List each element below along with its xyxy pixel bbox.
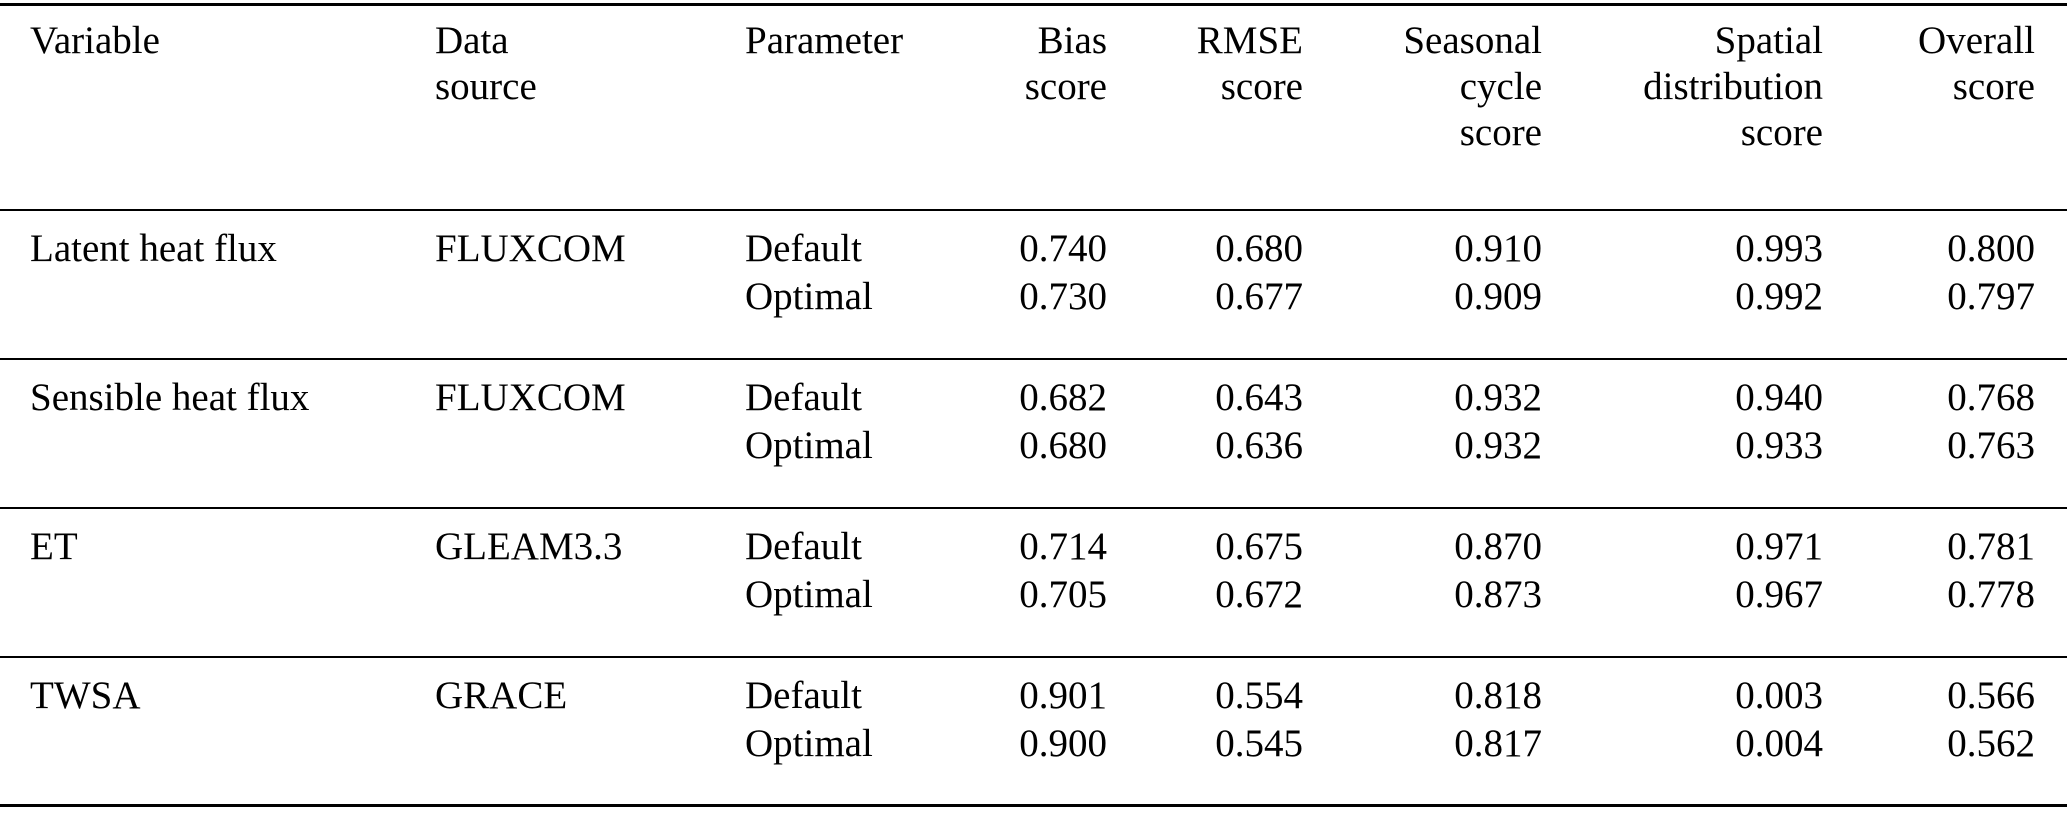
table-row: Optimal 0.705 0.672 0.873 0.967 0.778 [0,571,2067,657]
bias-score-cell: 0.900 [1019,721,1107,765]
parameter-cell: Optimal [745,274,873,318]
table-group-sensible-heat-flux: Sensible heat flux FLUXCOM Default 0.682… [0,359,2067,508]
data-source-cell: GRACE [435,673,568,717]
table-row: Latent heat flux FLUXCOM Default 0.740 0… [0,210,2067,273]
col-header-rmse-score: RMSE score [1196,19,1303,108]
overall-score-cell: 0.781 [1947,524,2035,568]
spatial-distribution-score-cell: 0.992 [1735,274,1823,318]
col-header-seasonal-cycle-score: Seasonal cycle score [1403,19,1542,154]
table-row: TWSA GRACE Default 0.901 0.554 0.818 0.0… [0,657,2067,720]
seasonal-cycle-score-cell: 0.817 [1454,721,1542,765]
parameter-cell: Default [745,673,862,717]
seasonal-cycle-score-cell: 0.932 [1454,423,1542,467]
bias-score-cell: 0.901 [1019,673,1107,717]
table-header: Variable Data source Parameter Bias scor… [0,5,2067,210]
bias-score-cell: 0.682 [1019,375,1107,419]
col-header-overall-score: Overall score [1918,19,2035,108]
seasonal-cycle-score-cell: 0.909 [1454,274,1542,318]
table-row: Optimal 0.730 0.677 0.909 0.992 0.797 [0,273,2067,359]
bias-score-cell: 0.714 [1019,524,1107,568]
overall-score-cell: 0.768 [1947,375,2035,419]
table-group-et: ET GLEAM3.3 Default 0.714 0.675 0.870 0.… [0,508,2067,657]
overall-score-cell: 0.566 [1947,673,2035,717]
parameter-cell: Default [745,375,862,419]
col-header-data-source: Data source [435,19,537,108]
spatial-distribution-score-cell: 0.004 [1735,721,1823,765]
spatial-distribution-score-cell: 0.971 [1735,524,1823,568]
spatial-distribution-score-cell: 0.967 [1735,572,1823,616]
table-row: Optimal 0.680 0.636 0.932 0.933 0.763 [0,422,2067,508]
variable-cell: ET [30,524,78,568]
parameter-cell: Optimal [745,721,873,765]
table-group-latent-heat-flux: Latent heat flux FLUXCOM Default 0.740 0… [0,210,2067,359]
table-row: ET GLEAM3.3 Default 0.714 0.675 0.870 0.… [0,508,2067,571]
spatial-distribution-score-cell: 0.003 [1735,673,1823,717]
spatial-distribution-score-cell: 0.993 [1735,226,1823,270]
bias-score-cell: 0.740 [1019,226,1107,270]
bias-score-cell: 0.730 [1019,274,1107,318]
seasonal-cycle-score-cell: 0.818 [1454,673,1542,717]
overall-score-cell: 0.763 [1947,423,2035,467]
spatial-distribution-score-cell: 0.933 [1735,423,1823,467]
seasonal-cycle-score-cell: 0.910 [1454,226,1542,270]
rmse-score-cell: 0.675 [1215,524,1303,568]
col-header-bias-score: Bias score [1024,19,1107,108]
variable-cell: TWSA [30,673,141,717]
seasonal-cycle-score-cell: 0.870 [1454,524,1542,568]
header-row: Variable Data source Parameter Bias scor… [0,5,2067,210]
spatial-distribution-score-cell: 0.940 [1735,375,1823,419]
table-row: Optimal 0.900 0.545 0.817 0.004 0.562 [0,720,2067,806]
seasonal-cycle-score-cell: 0.873 [1454,572,1542,616]
parameter-cell: Optimal [745,572,873,616]
variable-cell: Latent heat flux [30,226,277,270]
data-source-cell: GLEAM3.3 [435,524,623,568]
seasonal-cycle-score-cell: 0.932 [1454,375,1542,419]
rmse-score-cell: 0.672 [1215,572,1303,616]
rmse-score-cell: 0.545 [1215,721,1303,765]
rmse-score-cell: 0.636 [1215,423,1303,467]
parameter-cell: Optimal [745,423,873,467]
model-scores-table: Variable Data source Parameter Bias scor… [0,3,2067,807]
data-source-cell: FLUXCOM [435,375,626,419]
col-header-variable: Variable [30,19,160,62]
col-header-parameter: Parameter [745,19,904,62]
rmse-score-cell: 0.554 [1215,673,1303,717]
data-source-cell: FLUXCOM [435,226,626,270]
table-row: Sensible heat flux FLUXCOM Default 0.682… [0,359,2067,422]
parameter-cell: Default [745,226,862,270]
overall-score-cell: 0.778 [1947,572,2035,616]
overall-score-cell: 0.800 [1947,226,2035,270]
rmse-score-cell: 0.677 [1215,274,1303,318]
overall-score-cell: 0.562 [1947,721,2035,765]
parameter-cell: Default [745,524,862,568]
bias-score-cell: 0.705 [1019,572,1107,616]
variable-cell: Sensible heat flux [30,375,310,419]
rmse-score-cell: 0.680 [1215,226,1303,270]
bias-score-cell: 0.680 [1019,423,1107,467]
col-header-spatial-distribution-score: Spatial distribution score [1643,19,1823,154]
overall-score-cell: 0.797 [1947,274,2035,318]
table-group-twsa: TWSA GRACE Default 0.901 0.554 0.818 0.0… [0,657,2067,806]
rmse-score-cell: 0.643 [1215,375,1303,419]
